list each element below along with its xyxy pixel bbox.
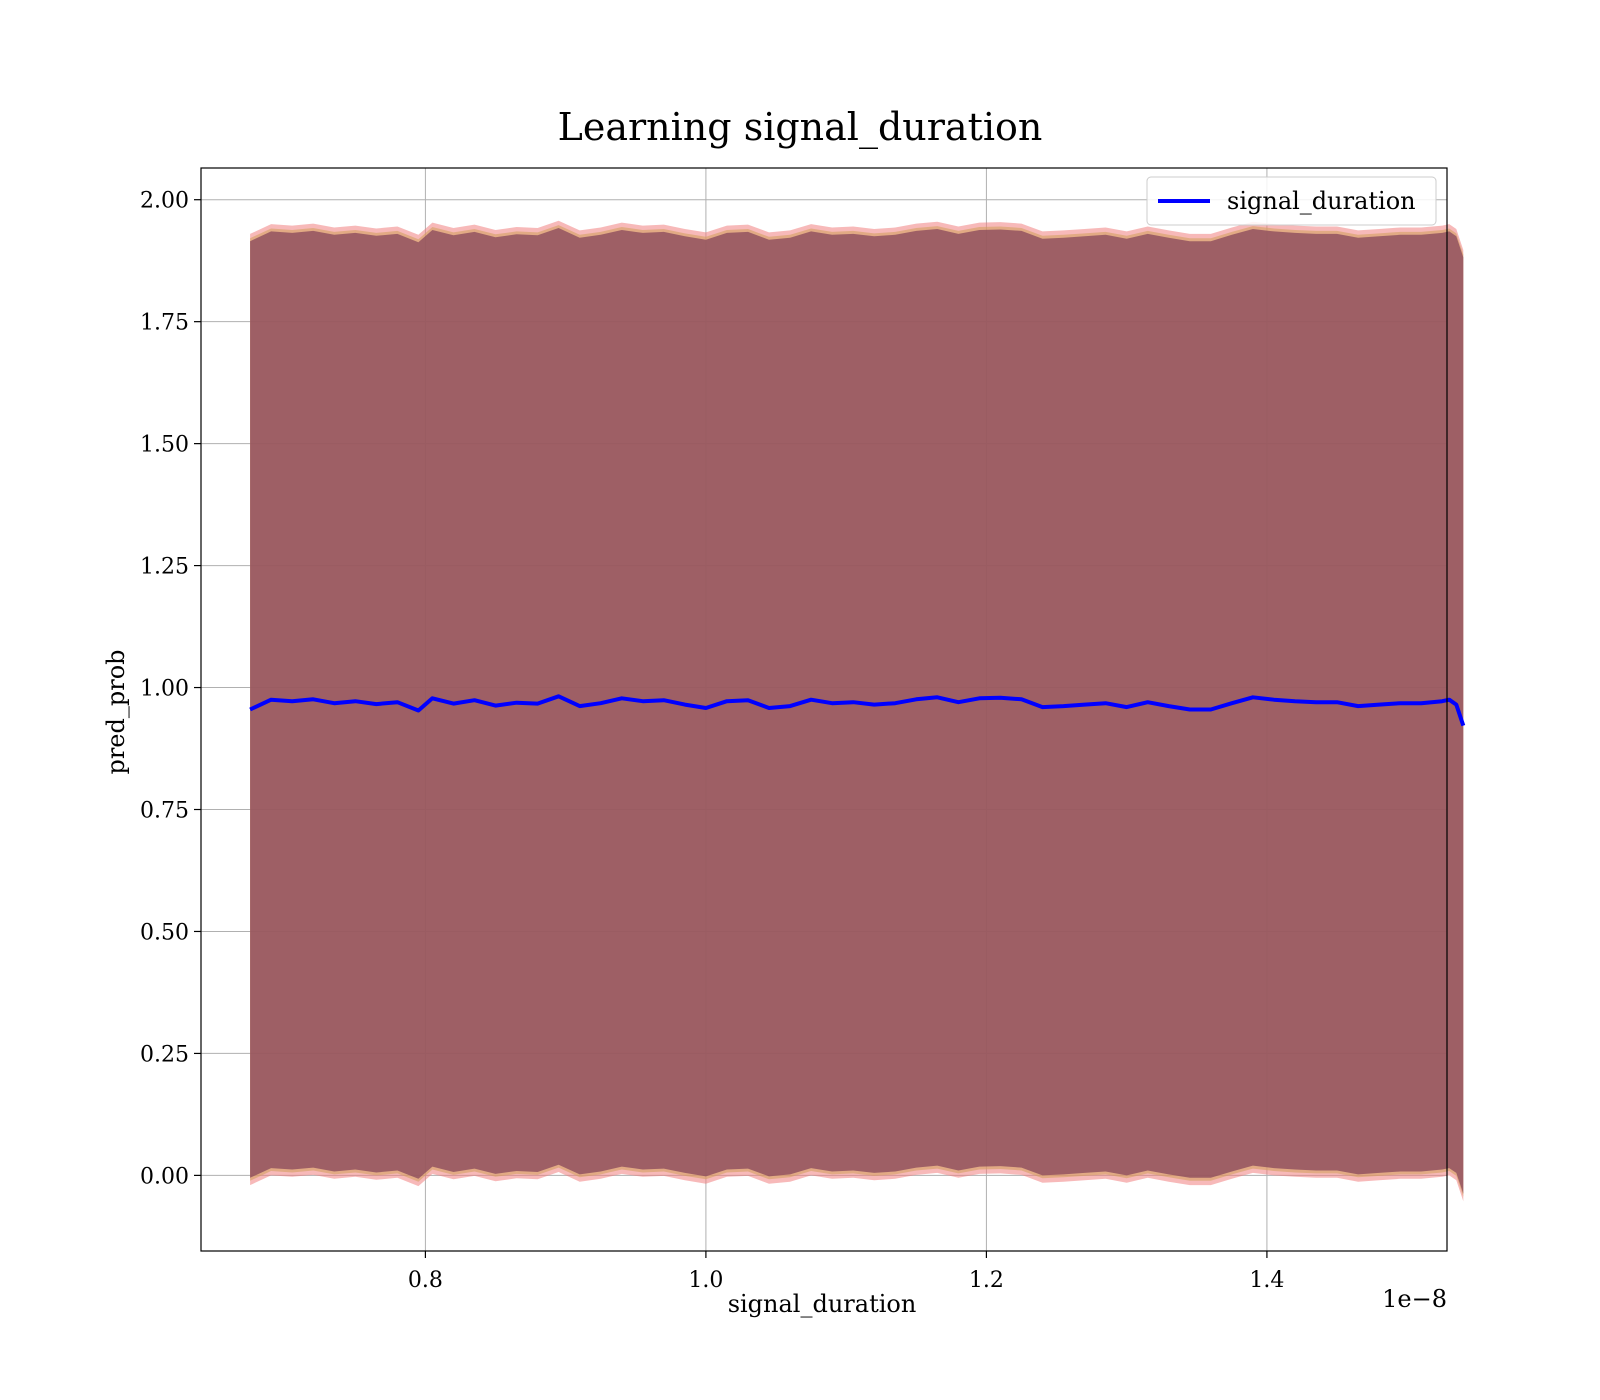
y-tick-label: 0.50 — [140, 920, 189, 945]
x-tick-label: 1.4 — [1249, 1268, 1284, 1293]
x-axis-ticks: 0.8 1.0 1.2 1.4 — [408, 1251, 1284, 1293]
plot-area-frame — [200, 167, 1448, 1252]
x-axis-label: signal_duration — [728, 1290, 917, 1318]
legend: signal_duration — [1146, 176, 1437, 226]
x-tick-label: 0.8 — [408, 1268, 443, 1293]
y-tick-label: 1.50 — [140, 433, 189, 458]
y-tick-label: 0.25 — [140, 1042, 189, 1067]
series-lines — [249, 694, 1466, 727]
x-axis-offset-text: 1e−8 — [1382, 1285, 1447, 1313]
chart-title: Learning signal_duration — [558, 105, 1043, 150]
y-tick-label: 1.00 — [140, 677, 189, 702]
legend-entry-signal-duration: signal_duration — [1227, 187, 1416, 215]
x-tick-label: 1.0 — [688, 1268, 723, 1293]
y-tick-label: 0.00 — [140, 1164, 189, 1189]
x-tick-label: 1.2 — [969, 1268, 1004, 1293]
y-tick-label: 0.75 — [140, 799, 189, 824]
y-tick-label: 2.00 — [140, 189, 189, 214]
y-axis-ticks: 0.00 0.25 0.50 0.75 1.00 1.25 1.50 1.75 2.00 — [140, 189, 201, 1189]
y-tick-label: 1.25 — [140, 555, 189, 580]
legend-box — [1146, 176, 1437, 226]
y-tick-label: 1.75 — [140, 311, 189, 336]
confidence-band — [250, 220, 1464, 1202]
band-inner — [250, 228, 1464, 1194]
y-axis-label: pred_prob — [102, 649, 130, 774]
series-line-signal-duration — [249, 694, 1466, 727]
